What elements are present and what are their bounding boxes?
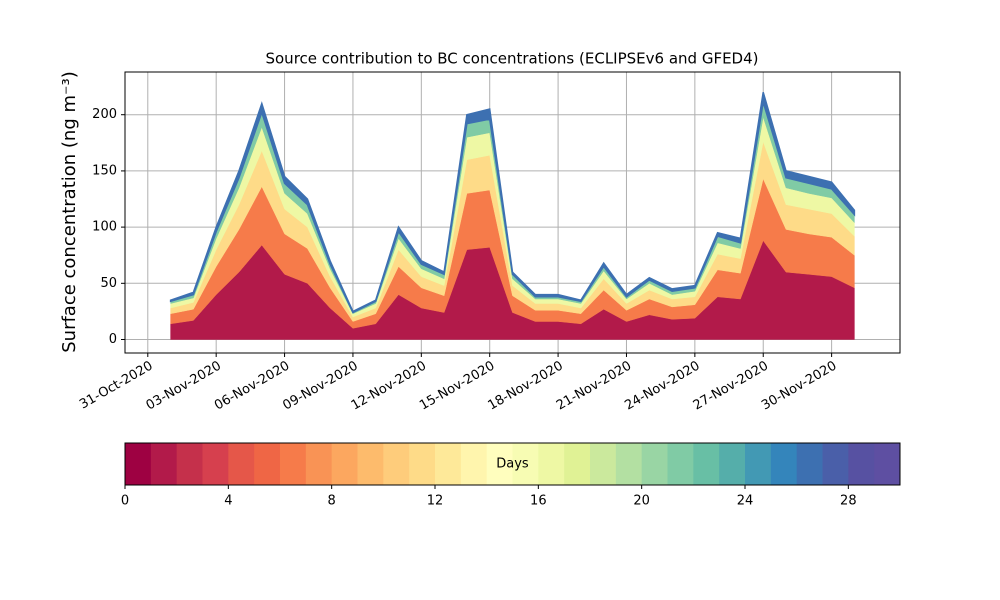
x-tick-label: 15-Nov-2020 [417, 359, 497, 414]
colorbar-tick-label: 20 [633, 494, 650, 509]
colorbar-swatch [383, 443, 410, 485]
y-tick-label: 50 [100, 276, 117, 291]
colorbar-frame [124, 442, 901, 486]
plot-frame [124, 71, 901, 354]
y-tick-label: 200 [92, 107, 117, 122]
colorbar-swatch [486, 443, 513, 485]
colorbar-swatch [667, 443, 694, 485]
x-tick-label: 03-Nov-2020 [144, 359, 224, 414]
chart-title: Source contribution to BC concentrations… [265, 50, 758, 68]
colorbar-swatch [409, 443, 436, 485]
colorbar-swatch [693, 443, 720, 485]
colorbar-tick-label: 28 [840, 494, 857, 509]
colorbar-swatch [848, 443, 875, 485]
x-tick-label: 12-Nov-2020 [349, 359, 429, 414]
colorbar-swatch [641, 443, 668, 485]
colorbar-swatch [590, 443, 617, 485]
colorbar-swatch [202, 443, 229, 485]
colorbar-swatch [822, 443, 849, 485]
colorbar-swatch [254, 443, 281, 485]
colorbar-swatch [280, 443, 307, 485]
x-tick-label: 18-Nov-2020 [486, 359, 566, 414]
x-tick-label: 30-Nov-2020 [759, 359, 839, 414]
colorbar-tick-label: 24 [737, 494, 754, 509]
x-tick-label: 21-Nov-2020 [554, 359, 634, 414]
colorbar-label: Days [496, 457, 529, 472]
x-tick-label: 31-Oct-2020 [77, 359, 155, 413]
colorbar-tick-label: 4 [224, 494, 232, 509]
colorbar-swatch [435, 443, 462, 485]
x-tick-label: 24-Nov-2020 [622, 359, 702, 414]
colorbar-swatch [331, 443, 358, 485]
colorbar-swatch [357, 443, 384, 485]
x-tick-label: 06-Nov-2020 [212, 359, 292, 414]
colorbar-swatch [796, 443, 823, 485]
colorbar-swatch [460, 443, 488, 485]
y-tick-label: 100 [92, 220, 117, 235]
colorbar-swatch [305, 443, 333, 485]
colorbar-tick-label: 12 [427, 494, 444, 509]
y-tick-label: 0 [109, 332, 117, 347]
colorbar-swatch [176, 443, 203, 485]
colorbar-swatch [228, 443, 255, 485]
colorbar-swatch [150, 443, 178, 485]
x-tick-label: 27-Nov-2020 [691, 359, 771, 414]
x-tick-label: 09-Nov-2020 [280, 359, 360, 414]
colorbar-tick-label: 8 [328, 494, 336, 509]
colorbar-tick-label: 0 [121, 494, 129, 509]
y-tick-label: 150 [92, 163, 117, 178]
colorbar-swatch [564, 443, 591, 485]
y-axis-label: Surface concentration (ng m⁻³) [59, 71, 80, 353]
colorbar-swatch [874, 443, 901, 485]
colorbar-tick-label: 16 [530, 494, 547, 509]
colorbar-swatch [125, 443, 152, 485]
colorbar-swatch [538, 443, 565, 485]
colorbar-swatch [615, 443, 643, 485]
colorbar-swatch [745, 443, 772, 485]
colorbar-swatch [719, 443, 746, 485]
area-layer [169, 91, 856, 314]
colorbar-swatch [512, 443, 539, 485]
colorbar-swatch [770, 443, 798, 485]
